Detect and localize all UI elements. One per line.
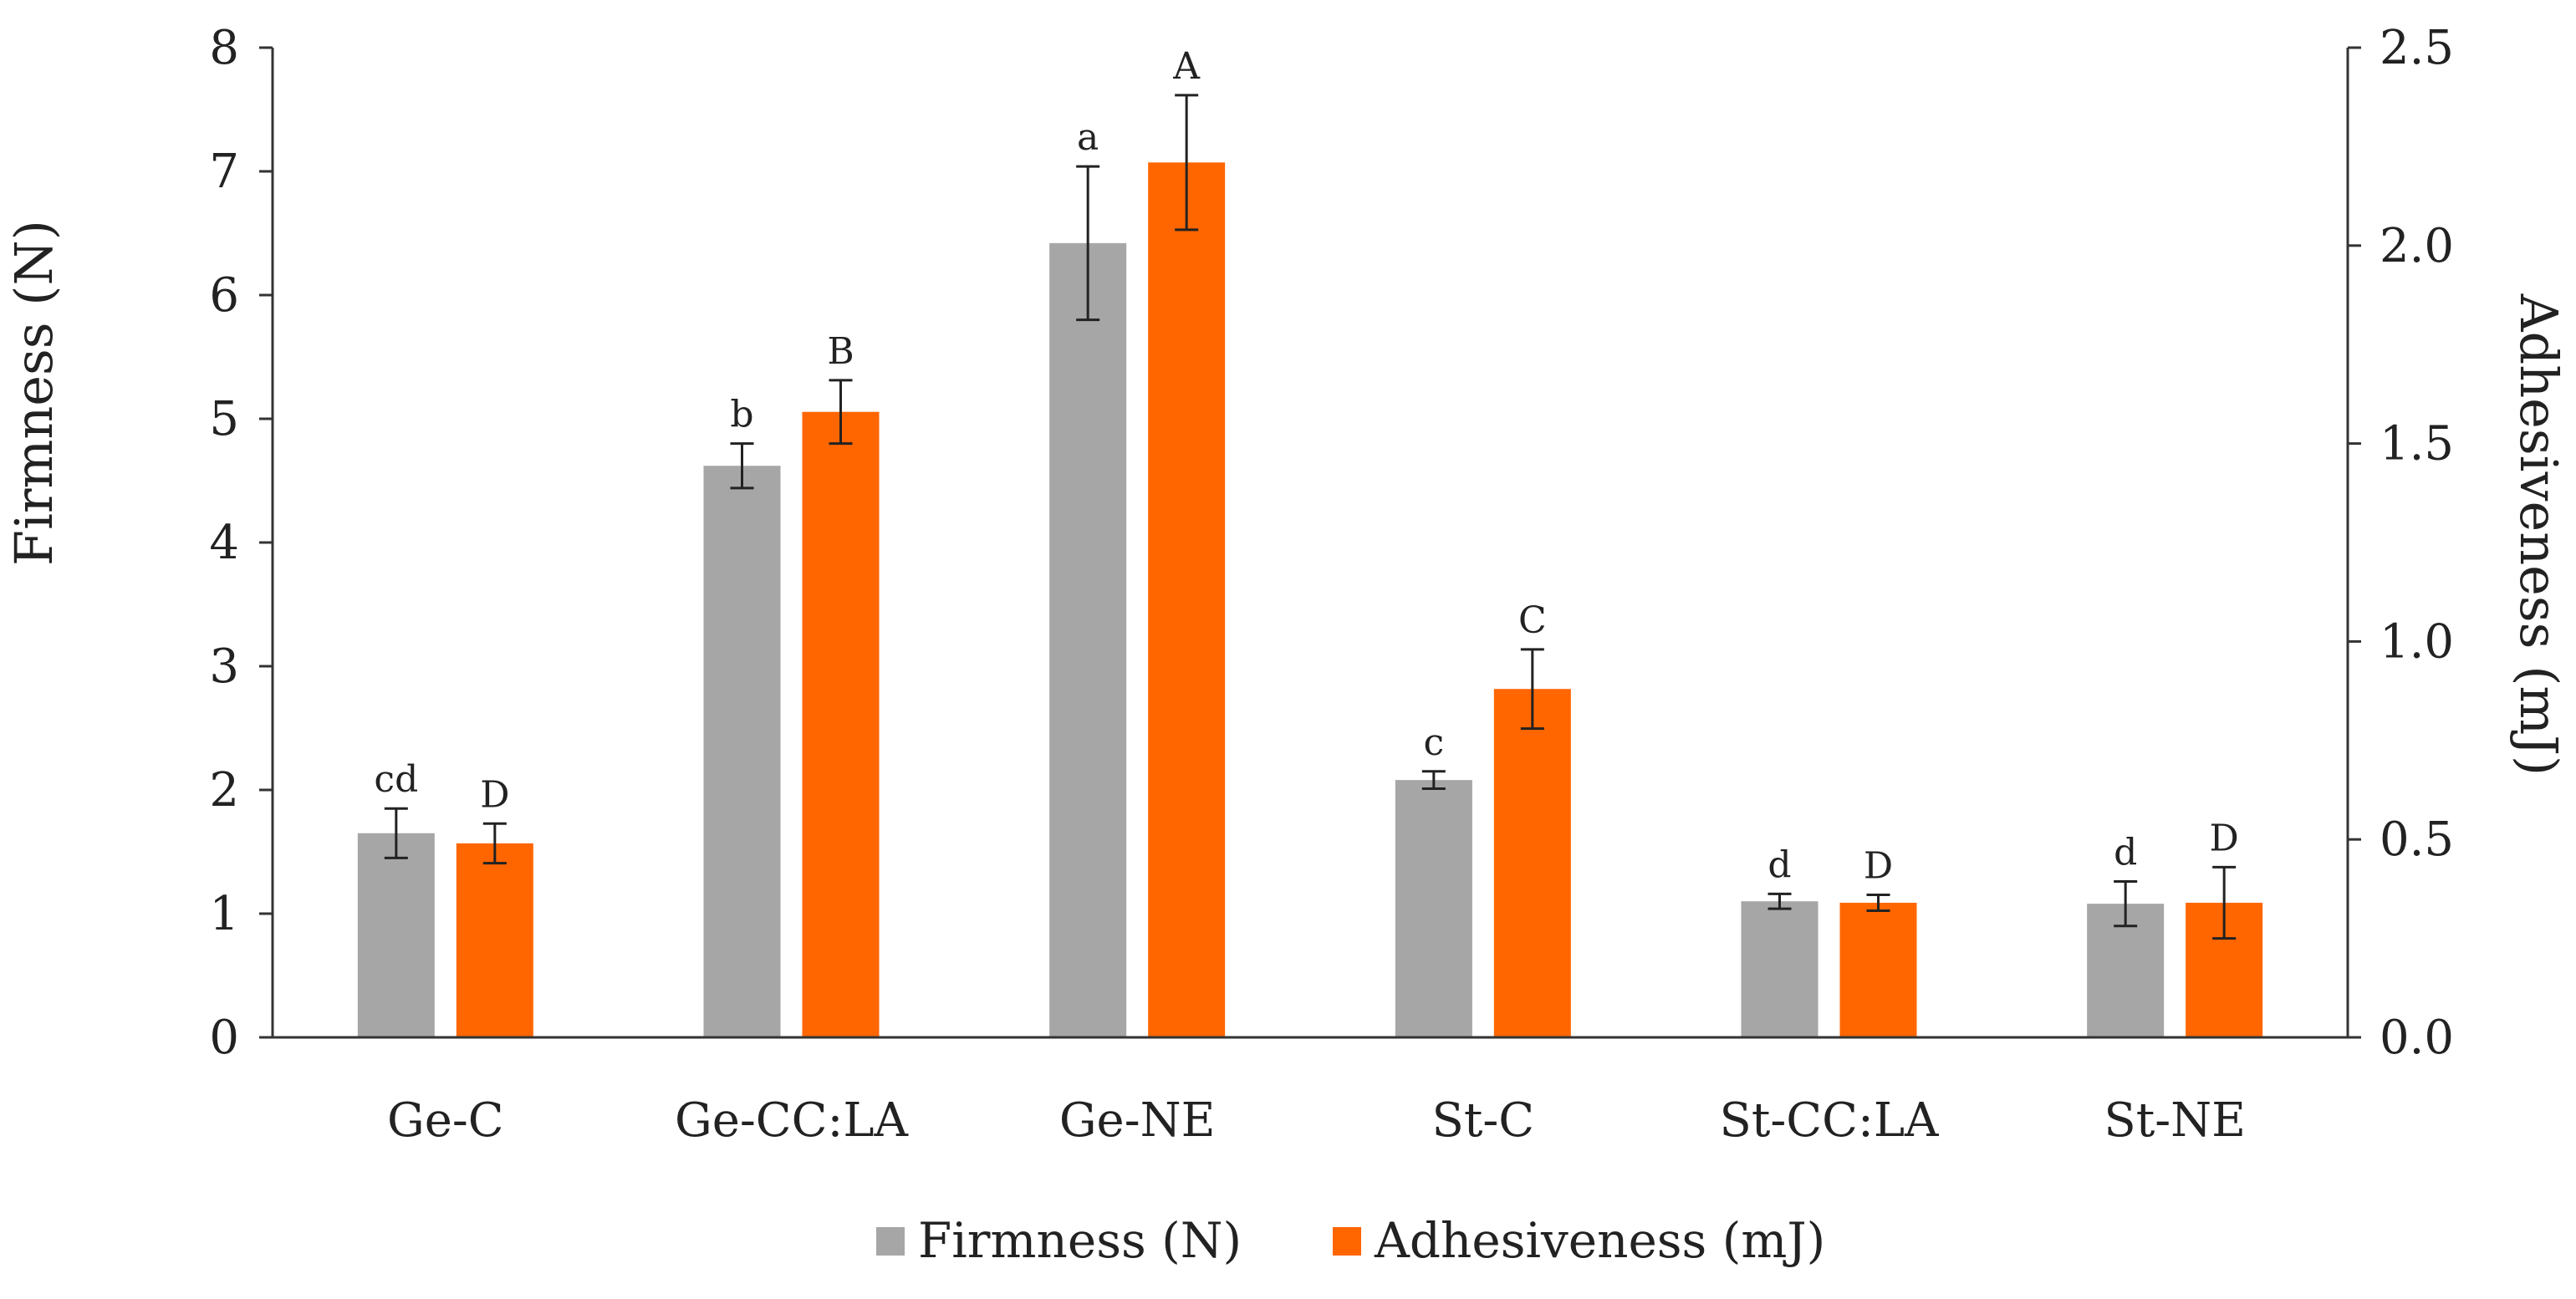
- significance-label: D: [480, 773, 509, 816]
- legend-swatch-firmness: [876, 1227, 905, 1256]
- bar-firmness: [703, 466, 781, 1037]
- bar-adhesiveness: [1493, 689, 1571, 1037]
- bar-adhesiveness: [802, 411, 880, 1037]
- significance-label: A: [1172, 45, 1201, 88]
- significance-label: B: [827, 330, 854, 373]
- x-tick-label: Ge-C: [387, 1093, 504, 1148]
- x-tick-label: St-NE: [2104, 1093, 2246, 1148]
- y2-tick-label: 2.5: [2380, 21, 2454, 75]
- significance-label: b: [730, 394, 753, 436]
- significance-label: d: [1767, 843, 1791, 886]
- x-tick-label: Ge-CC:LA: [675, 1093, 909, 1148]
- y2-tick-label: 0.0: [2380, 1011, 2454, 1065]
- y2-axis-title: Adhesiveness (mJ): [2508, 293, 2569, 776]
- significance-label: c: [1424, 721, 1445, 764]
- significance-label: cd: [374, 758, 418, 801]
- y2-tick-label: 1.5: [2380, 417, 2454, 471]
- bar-firmness: [1049, 242, 1127, 1038]
- y-tick-label: 3: [209, 639, 239, 694]
- y-tick-label: 1: [209, 887, 239, 941]
- bar-adhesiveness: [456, 843, 533, 1037]
- significance-label: C: [1518, 599, 1547, 642]
- x-tick-label: St-CC:LA: [1720, 1093, 1940, 1148]
- y-tick-label: 0: [209, 1011, 239, 1065]
- y-tick-label: 5: [209, 392, 239, 446]
- significance-label: a: [1077, 116, 1099, 159]
- y2-tick-label: 1.0: [2380, 614, 2454, 669]
- y-tick-label: 2: [209, 763, 239, 818]
- legend: Firmness (N) Adhesiveness (mJ): [876, 1212, 1825, 1269]
- axes: 0 1 2 3 4 5 6 7 8 0.0 0.5 1.0 1.5 2.0 2.5 Ge-C Ge-CC:LA G…: [209, 21, 2454, 1148]
- bar-firmness: [357, 833, 435, 1037]
- bar-adhesiveness: [1839, 902, 1917, 1037]
- legend-swatch-adhesiveness: [1333, 1227, 1361, 1256]
- significance-label: d: [2114, 832, 2137, 874]
- y-tick-label: 8: [209, 21, 239, 75]
- legend-label-adhesiveness: Adhesiveness (mJ): [1374, 1212, 1825, 1269]
- x-tick-label: Ge-NE: [1059, 1093, 1216, 1148]
- y-tick-label: 7: [209, 145, 239, 199]
- significance-label: D: [2210, 817, 2239, 859]
- bar-firmness: [1395, 780, 1472, 1037]
- y2-tick-label: 2.0: [2380, 219, 2454, 273]
- significance-label: D: [1864, 845, 1893, 888]
- x-tick-label: St-C: [1432, 1093, 1535, 1148]
- y-tick-label: 4: [209, 516, 239, 570]
- y-axis-title: Firmness (N): [3, 220, 64, 566]
- bar-adhesiveness: [1148, 162, 1226, 1037]
- y-tick-label: 6: [209, 268, 239, 323]
- legend-label-firmness: Firmness (N): [918, 1212, 1242, 1269]
- bar-firmness: [1741, 901, 1819, 1037]
- y2-tick-label: 0.5: [2380, 813, 2454, 867]
